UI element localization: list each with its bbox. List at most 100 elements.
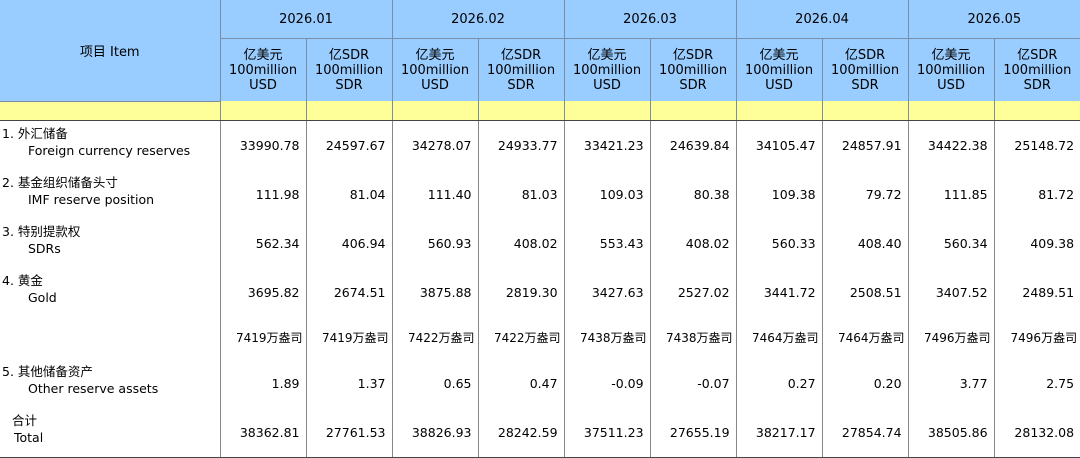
- value-cell: 24933.77: [477, 120, 565, 170]
- unit-sdr-header: 亿SDR 100million SDR: [477, 38, 565, 101]
- value-cell: 408.02: [477, 218, 565, 268]
- period-header: 2026.03: [563, 0, 737, 39]
- unit-text: SDR: [1023, 77, 1051, 93]
- value-cell: 7464万盎司: [735, 316, 823, 359]
- unit-text: 亿美元: [243, 47, 283, 63]
- row-label: 5. 其他储备资产 Other reserve assets: [0, 359, 220, 408]
- value-cell: 81.04: [305, 169, 393, 219]
- row-label-cn: 5. 其他储备资产: [2, 363, 93, 379]
- unit-text: 亿SDR: [844, 47, 886, 63]
- value-cell: 0.27: [735, 358, 823, 408]
- value-cell: 7419万盎司: [219, 316, 306, 359]
- value-cell: 24857.91: [821, 120, 909, 170]
- value-cell: 3427.63: [563, 267, 651, 317]
- value-cell: 24639.84: [649, 120, 737, 170]
- value-cell: 2489.51: [993, 267, 1080, 317]
- value-cell: 0.20: [821, 358, 909, 408]
- unit-text: USD: [421, 77, 449, 93]
- value-cell: 28242.59: [477, 407, 565, 458]
- value-cell: 7419万盎司: [305, 316, 393, 359]
- value-cell: 79.72: [821, 169, 909, 219]
- value-cell: 80.38: [649, 169, 737, 219]
- value-cell: 7464万盎司: [821, 316, 909, 359]
- value-cell: 553.43: [563, 218, 651, 268]
- unit-text: 100million: [486, 62, 556, 78]
- value-cell: 33990.78: [219, 120, 306, 170]
- value-cell: 560.33: [735, 218, 823, 268]
- value-cell: 34278.07: [391, 120, 479, 170]
- value-cell: 38826.93: [391, 407, 479, 458]
- unit-text: 100million: [572, 62, 642, 78]
- period-header: 2026.01: [219, 0, 393, 39]
- separator-cell: [907, 101, 995, 121]
- unit-usd-header: 亿美元 100million USD: [907, 38, 995, 101]
- unit-text: USD: [937, 77, 965, 93]
- separator-row: [0, 101, 1080, 121]
- value-cell: 7422万盎司: [391, 316, 479, 359]
- row-label-cn: 1. 外汇储备: [2, 125, 68, 141]
- value-cell: 3407.52: [907, 267, 995, 317]
- value-cell: 3875.88: [391, 267, 479, 317]
- value-cell: 81.72: [993, 169, 1080, 219]
- value-cell: 7422万盎司: [477, 316, 565, 359]
- value-cell: 38362.81: [219, 407, 306, 458]
- unit-text: SDR: [851, 77, 879, 93]
- value-cell: 109.03: [563, 169, 651, 219]
- value-cell: 0.65: [391, 358, 479, 408]
- separator-cell: [993, 101, 1080, 121]
- separator-cell: [563, 101, 651, 121]
- table-row: 7419万盎司 7419万盎司 7422万盎司 7422万盎司 7438万盎司 7438万…: [0, 316, 1080, 359]
- value-cell: 27854.74: [821, 407, 909, 458]
- value-cell: 81.03: [477, 169, 565, 219]
- value-cell: 27655.19: [649, 407, 737, 458]
- separator-cell: [0, 101, 220, 121]
- value-cell: 27761.53: [305, 407, 393, 458]
- item-column-header: 项目 Item: [0, 0, 220, 102]
- period-header-row: 项目 Item 2026.01 2026.02 2026.03 2026.04 …: [0, 0, 1080, 102]
- value-cell: 25148.72: [993, 120, 1080, 170]
- row-label: 4. 黄金 Gold: [0, 268, 220, 317]
- period-header: 2026.04: [735, 0, 909, 39]
- value-cell: 560.93: [391, 218, 479, 268]
- separator-cell: [391, 101, 479, 121]
- separator-cell: [219, 101, 306, 121]
- value-cell: 3.77: [907, 358, 995, 408]
- value-cell: 560.34: [907, 218, 995, 268]
- unit-text: 亿美元: [415, 47, 455, 63]
- value-cell: -0.09: [563, 358, 651, 408]
- value-cell: 109.38: [735, 169, 823, 219]
- unit-text: 亿美元: [759, 47, 799, 63]
- unit-text: 100million: [314, 62, 384, 78]
- value-cell: 408.02: [649, 218, 737, 268]
- value-cell: 3441.72: [735, 267, 823, 317]
- row-label: [0, 317, 220, 359]
- value-cell: 111.85: [907, 169, 995, 219]
- unit-text: 100million: [917, 62, 986, 78]
- unit-text: 100million: [744, 62, 814, 78]
- unit-sdr-header: 亿SDR 100million SDR: [649, 38, 737, 101]
- value-cell: 2819.30: [477, 267, 565, 317]
- separator-cell: [821, 101, 909, 121]
- unit-usd-header: 亿美元 100million USD: [735, 38, 823, 101]
- value-cell: 1.89: [219, 358, 306, 408]
- table-body: 1. 外汇储备 Foreign currency reserves 33990.78…: [0, 120, 1080, 458]
- value-cell: 38505.86: [907, 407, 995, 458]
- separator-cell: [735, 101, 823, 121]
- value-cell: 34422.38: [907, 120, 995, 170]
- value-cell: 2527.02: [649, 267, 737, 317]
- unit-header-row: 亿美元 100million USD 亿SDR 100million SDR 亿美元 100m…: [0, 38, 1080, 101]
- row-label-en: SDRs: [28, 240, 61, 256]
- table-row: 合计 Total 38362.81 27761.53 38826.93 28242.59 3…: [0, 407, 1080, 458]
- value-cell: 7438万盎司: [563, 316, 651, 359]
- unit-text: 100million: [228, 62, 298, 78]
- period-header: 2026.02: [391, 0, 565, 39]
- row-label-en: IMF reserve position: [28, 191, 155, 207]
- row-label-en: Foreign currency reserves: [28, 142, 191, 158]
- unit-text: 亿美元: [587, 47, 627, 63]
- value-cell: 33421.23: [563, 120, 651, 170]
- value-cell: -0.07: [649, 358, 737, 408]
- unit-usd-header: 亿美元 100million USD: [391, 38, 479, 101]
- row-label-cn: 合计: [12, 412, 38, 428]
- value-cell: 24597.67: [305, 120, 393, 170]
